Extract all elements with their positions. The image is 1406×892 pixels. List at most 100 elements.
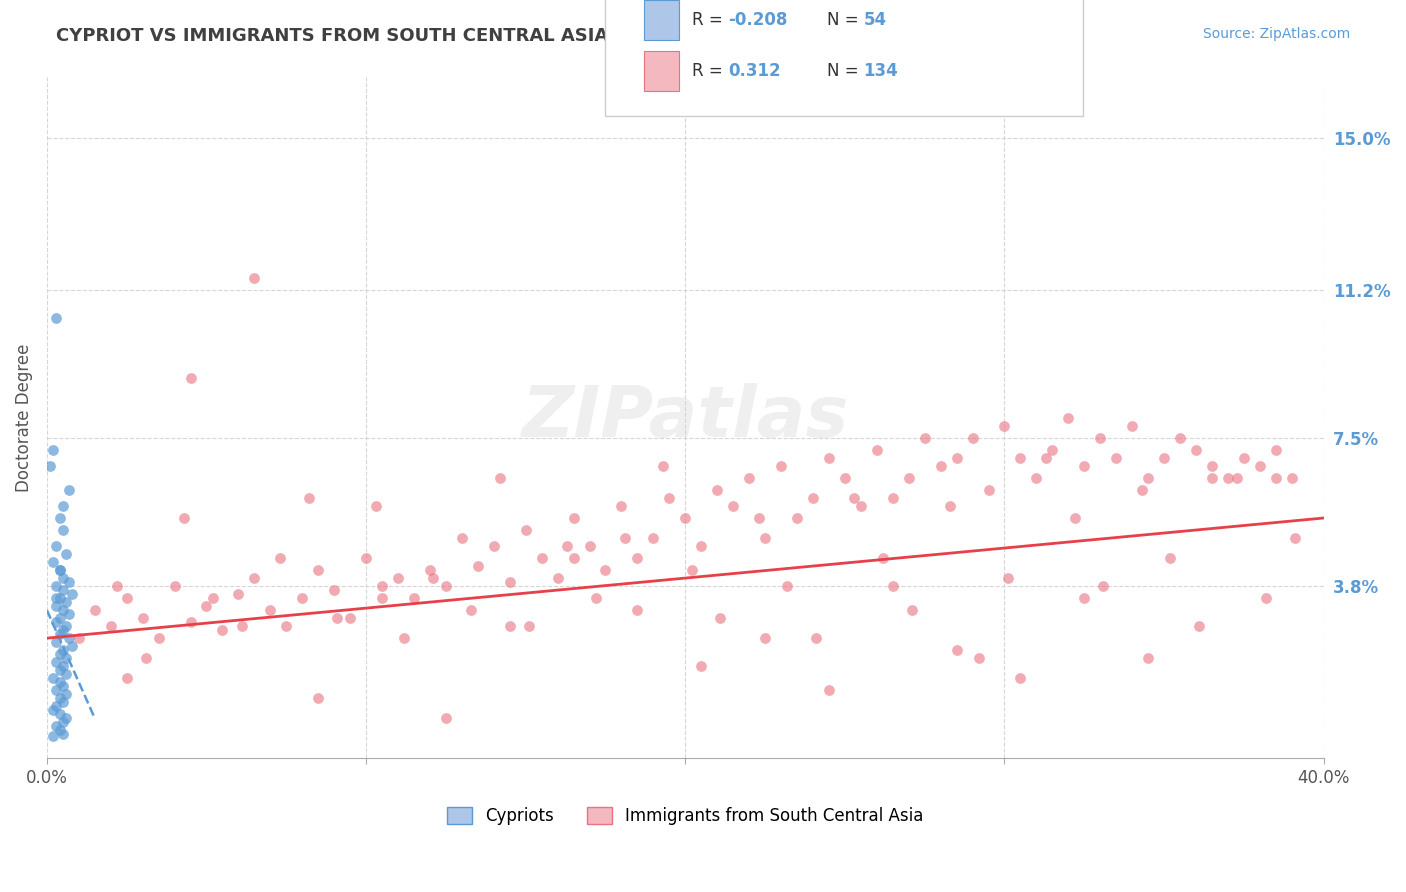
- Point: [939, 499, 962, 513]
- Point: [499, 575, 522, 590]
- Point: [1168, 431, 1191, 445]
- Point: [997, 571, 1019, 585]
- Point: [1264, 442, 1286, 457]
- Point: [786, 511, 808, 525]
- Point: [259, 603, 281, 617]
- Point: [754, 531, 776, 545]
- Point: [849, 499, 872, 513]
- Point: [1105, 450, 1128, 465]
- Point: [530, 551, 553, 566]
- Point: [818, 450, 841, 465]
- Point: [1057, 410, 1080, 425]
- Point: [801, 491, 824, 505]
- Point: [434, 711, 457, 725]
- Point: [834, 471, 856, 485]
- Point: [211, 623, 233, 637]
- Point: [1159, 551, 1181, 566]
- Point: [1090, 431, 1112, 445]
- Point: [163, 579, 186, 593]
- Point: [42, 555, 65, 569]
- Point: [58, 631, 80, 645]
- Point: [690, 539, 713, 553]
- Point: [307, 563, 329, 577]
- Point: [52, 623, 75, 637]
- Point: [776, 579, 799, 593]
- Text: -0.208: -0.208: [728, 11, 787, 29]
- Point: [499, 619, 522, 633]
- Point: [1010, 671, 1032, 685]
- Point: [804, 631, 827, 645]
- Point: [48, 627, 70, 641]
- Point: [555, 539, 578, 553]
- Point: [195, 599, 218, 614]
- Point: [754, 631, 776, 645]
- Point: [55, 667, 77, 681]
- Point: [291, 591, 314, 606]
- Point: [643, 531, 665, 545]
- Point: [83, 603, 105, 617]
- Point: [276, 619, 298, 633]
- Point: [55, 595, 77, 609]
- Point: [1121, 418, 1143, 433]
- Point: [180, 615, 202, 629]
- Point: [1073, 458, 1095, 473]
- Point: [269, 551, 291, 566]
- Point: [62, 639, 84, 653]
- Point: [42, 729, 65, 743]
- Point: [489, 471, 512, 485]
- Point: [45, 579, 67, 593]
- Point: [721, 499, 744, 513]
- Point: [52, 715, 75, 730]
- Point: [307, 691, 329, 706]
- Point: [298, 491, 321, 505]
- Point: [243, 270, 266, 285]
- Point: [48, 647, 70, 661]
- Point: [135, 651, 157, 665]
- Text: 54: 54: [863, 11, 886, 29]
- Point: [872, 551, 894, 566]
- Point: [131, 611, 153, 625]
- Point: [52, 659, 75, 673]
- Point: [1040, 442, 1063, 457]
- Point: [690, 659, 713, 673]
- Point: [945, 450, 967, 465]
- Point: [1201, 458, 1223, 473]
- Point: [52, 499, 75, 513]
- Point: [52, 571, 75, 585]
- Point: [55, 651, 77, 665]
- Point: [626, 551, 648, 566]
- Point: [45, 635, 67, 649]
- Point: [339, 611, 361, 625]
- Point: [387, 571, 409, 585]
- Point: [517, 619, 540, 633]
- Point: [595, 563, 617, 577]
- Point: [1256, 591, 1278, 606]
- Point: [769, 458, 792, 473]
- Point: [45, 683, 67, 698]
- Point: [993, 418, 1015, 433]
- Point: [55, 619, 77, 633]
- Point: [231, 619, 253, 633]
- Point: [48, 563, 70, 577]
- Point: [1185, 442, 1208, 457]
- Point: [562, 511, 585, 525]
- Point: [578, 539, 600, 553]
- Point: [1153, 450, 1175, 465]
- Point: [228, 587, 250, 601]
- Text: Source: ZipAtlas.com: Source: ZipAtlas.com: [1202, 27, 1350, 41]
- Point: [897, 471, 920, 485]
- Point: [52, 695, 75, 709]
- Point: [371, 591, 394, 606]
- Point: [45, 615, 67, 629]
- Point: [1216, 471, 1239, 485]
- Point: [1226, 471, 1249, 485]
- Point: [45, 591, 67, 606]
- Point: [402, 591, 425, 606]
- Point: [55, 547, 77, 561]
- Point: [658, 491, 681, 505]
- Point: [115, 671, 138, 685]
- Point: [58, 575, 80, 590]
- Point: [967, 651, 990, 665]
- Point: [201, 591, 224, 606]
- Point: [42, 671, 65, 685]
